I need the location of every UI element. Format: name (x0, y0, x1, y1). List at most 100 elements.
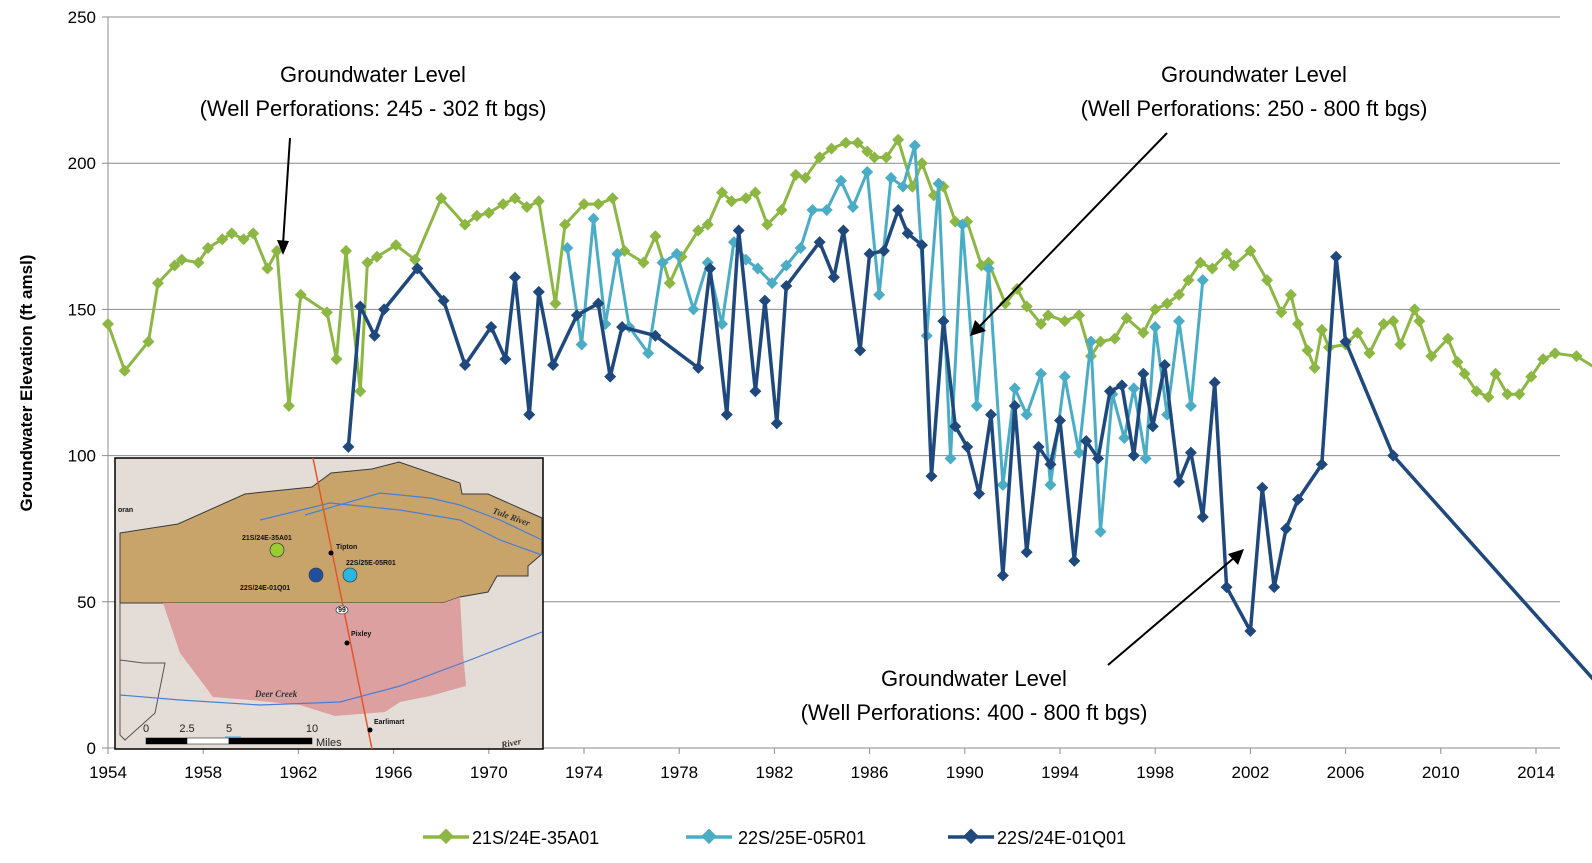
data-point (1549, 347, 1562, 360)
legend-item-22S-25E-05R01: 22S/25E-05R01 (686, 828, 866, 848)
data-point (1032, 440, 1045, 453)
data-point (1194, 256, 1207, 269)
data-point (558, 218, 571, 231)
map-town-earlimart-dot (367, 727, 373, 733)
data-point (368, 329, 381, 342)
data-point (1020, 300, 1033, 313)
data-point (1127, 449, 1140, 462)
data-point (825, 142, 838, 155)
data-point (247, 227, 260, 240)
data-point (1094, 335, 1107, 348)
map-scale-bar-white (186, 737, 230, 745)
data-point (1058, 370, 1071, 383)
data-point (770, 417, 783, 430)
map-river-deercreek (119, 631, 543, 706)
data-point (1425, 350, 1438, 363)
annotation-400-800: Groundwater Level (Well Perforations: 40… (801, 549, 1244, 725)
data-point (670, 247, 683, 260)
data-point (1570, 350, 1583, 363)
map-river-tule (304, 492, 543, 541)
x-tick-label: 1982 (755, 763, 793, 782)
data-point (192, 256, 205, 269)
annotation-arrowhead (277, 240, 289, 255)
map-town-pixley: Pixley (351, 631, 371, 638)
data-point (592, 297, 605, 310)
data-point (1196, 274, 1209, 287)
data-point (851, 136, 864, 149)
data-point (758, 294, 771, 307)
data-point (370, 250, 383, 263)
x-tick-label: 1998 (1136, 763, 1174, 782)
data-point (1137, 326, 1150, 339)
data-point (216, 233, 229, 246)
map-town-pixley-dot (344, 640, 350, 646)
data-point (861, 165, 874, 178)
map-scale-tick-10: 10 (306, 723, 318, 735)
data-point (342, 440, 355, 453)
data-point (704, 262, 717, 275)
legend-marker-diamond (963, 828, 979, 845)
data-point (1482, 391, 1495, 404)
data-point (1044, 458, 1057, 471)
data-point (1182, 274, 1195, 287)
data-point (906, 180, 919, 193)
data-point (1525, 370, 1538, 383)
data-point (1149, 303, 1162, 316)
data-point (701, 218, 714, 231)
data-point (1020, 546, 1033, 559)
data-point (944, 452, 957, 465)
data-point (1501, 388, 1514, 401)
data-point (1292, 318, 1304, 331)
data-point (1094, 525, 1107, 538)
data-point (1206, 262, 1219, 275)
data-point (1363, 347, 1376, 360)
data-point (201, 241, 214, 254)
data-point (835, 174, 848, 187)
data-point (749, 385, 762, 398)
x-tick-label: 1994 (1041, 763, 1079, 782)
data-point (861, 145, 874, 158)
data-point (1108, 332, 1121, 345)
y-tick-label: 50 (77, 593, 96, 612)
data-point (1408, 303, 1421, 316)
map-highway-shield (335, 605, 349, 615)
data-point (523, 408, 536, 421)
y-tick-label: 250 (68, 8, 96, 27)
data-point (642, 347, 655, 360)
data-point (775, 203, 788, 216)
data-point (885, 171, 898, 184)
data-point (1387, 449, 1400, 462)
data-point (459, 358, 471, 371)
data-point (1008, 382, 1021, 395)
x-tick-label: 1966 (375, 763, 413, 782)
data-point (1284, 288, 1297, 301)
data-point (225, 227, 238, 240)
data-point (892, 203, 905, 216)
data-point (532, 285, 545, 298)
data-point (611, 247, 624, 260)
data-point (1173, 475, 1185, 488)
data-point (547, 358, 560, 371)
series-layer (102, 133, 1592, 681)
data-point (1092, 452, 1105, 465)
x-tick-label: 1974 (565, 763, 603, 782)
series-22S-25E-05R01 (561, 139, 1209, 538)
data-point (482, 206, 495, 219)
data-point (896, 180, 909, 193)
data-point (618, 244, 631, 257)
data-point (1394, 338, 1407, 351)
data-point (982, 262, 995, 275)
map-town-tipton: Tipton (336, 544, 357, 551)
data-point (578, 198, 590, 211)
map-district-pink (163, 597, 466, 716)
data-point (340, 244, 352, 257)
data-point (761, 218, 774, 231)
data-point (389, 239, 402, 252)
data-point (411, 262, 424, 275)
data-point (168, 259, 181, 272)
data-point (435, 192, 448, 205)
y-tick-label: 100 (68, 447, 96, 466)
legend-marker-diamond (438, 828, 454, 845)
data-point (877, 244, 890, 257)
data-point (606, 192, 619, 205)
